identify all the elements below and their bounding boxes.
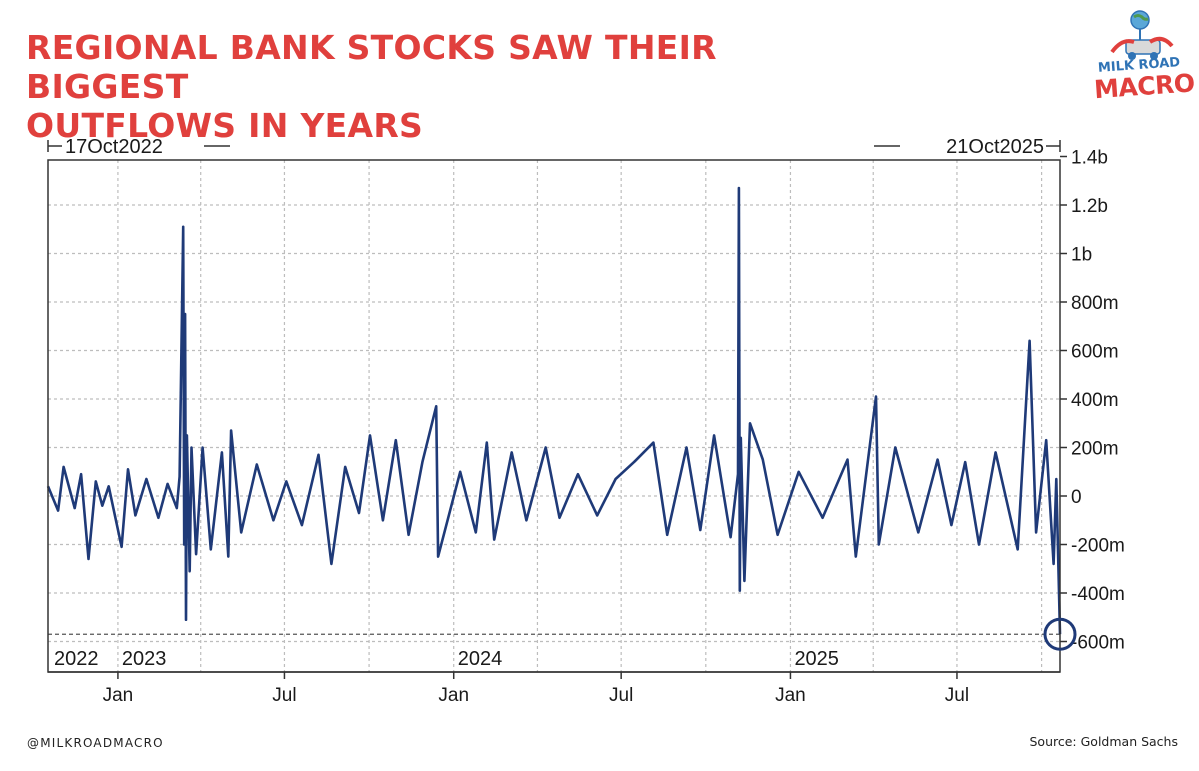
y-tick-label: 800m: [1071, 293, 1119, 314]
axis-labels: 1.4b 1.2b 1b 800m 600m 400m 200m 0 -200m -400m -60…: [54, 136, 1125, 706]
y-tick-label: -200m: [1071, 536, 1125, 557]
y-tick-label: 400m: [1071, 390, 1119, 411]
y-tick-label: 600m: [1071, 342, 1119, 363]
start-date-label: 17Oct2022: [65, 136, 163, 158]
x-tick-label: Jul: [609, 685, 633, 706]
x-tick-label: Jul: [272, 685, 296, 706]
gridlines: [48, 160, 1060, 672]
y-tick-label: 1.2b: [1071, 196, 1108, 217]
x-tick-label: Jan: [775, 685, 806, 706]
x-tick-label: Jan: [438, 685, 469, 706]
end-date-label: 21Oct2025: [946, 136, 1044, 158]
y-tick-label: 0: [1071, 487, 1082, 508]
y-tick-label: -400m: [1071, 584, 1125, 605]
axes: [47, 140, 1067, 679]
y-tick-label: 200m: [1071, 439, 1119, 460]
y-tick-label: -600m: [1071, 633, 1125, 654]
series-line: [46, 186, 1062, 635]
year-label: 2024: [458, 648, 503, 670]
footer-handle: @MILKROADMACRO: [27, 736, 164, 750]
milk-road-macro-logo: MILK ROAD MACRO: [1090, 6, 1195, 114]
chart-title-line2: OUTFLOWS IN YEARS: [26, 106, 424, 145]
globe-milk-truck-icon: [1110, 10, 1174, 60]
year-label: 2023: [122, 648, 167, 670]
y-tick-label: 1.4b: [1071, 148, 1108, 169]
highlight-circle: [1043, 617, 1077, 651]
x-tick-label: Jan: [103, 685, 134, 706]
chart-title-line1: REGIONAL BANK STOCKS SAW THEIR BIGGEST: [26, 28, 717, 106]
chart-title: REGIONAL BANK STOCKS SAW THEIR BIGGEST O…: [26, 28, 886, 145]
year-label: 2022: [54, 648, 99, 670]
y-tick-label: 1b: [1071, 245, 1092, 266]
x-tick-label: Jul: [945, 685, 969, 706]
footer-source: Source: Goldman Sachs: [1029, 734, 1179, 749]
year-label: 2025: [794, 648, 839, 670]
plot-frame: [47, 159, 1061, 673]
